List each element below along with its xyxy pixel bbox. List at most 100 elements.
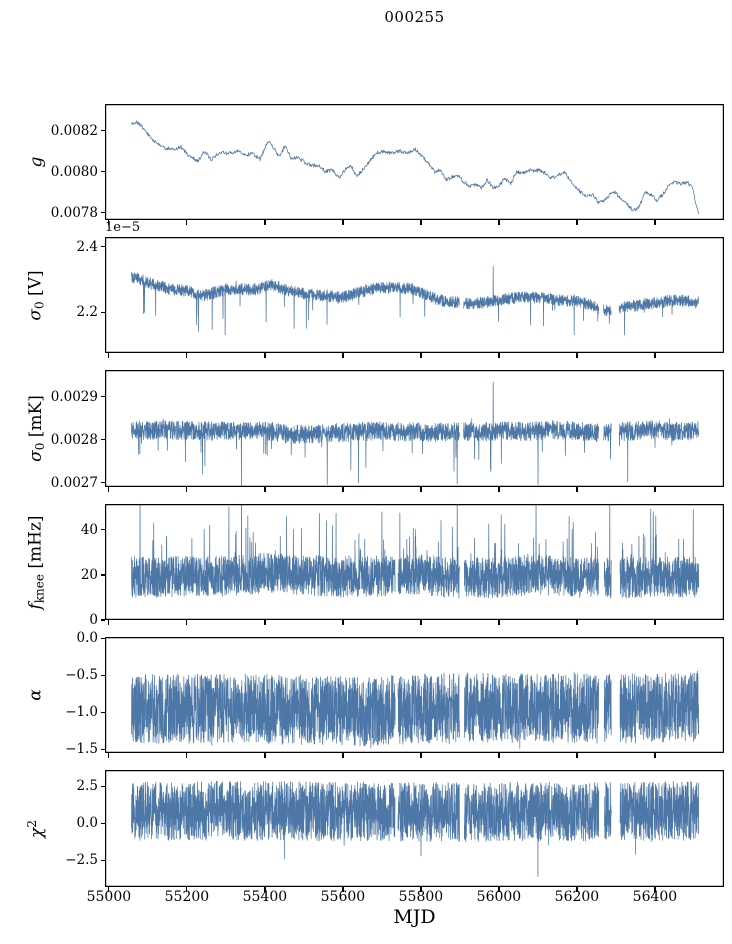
y-tick-label: 0.0028 [50,431,98,448]
x-tick-label: 55000 [86,889,132,905]
y-tick-mark [100,711,105,713]
series-canvas-alpha [105,637,724,753]
x-tick-mark [186,753,188,758]
y-tick-label: 0.0078 [50,204,98,221]
x-tick-mark [654,353,656,358]
x-tick-label: 55800 [398,889,444,905]
y-tick-mark [100,246,105,248]
x-tick-label: 56400 [632,889,678,905]
x-tick-label: 56000 [476,889,522,905]
figure-title: 000255 [384,8,445,26]
y-tick-mark [100,859,105,861]
y-tick-mark [100,311,105,313]
x-tick-mark [186,887,188,892]
x-tick-mark [576,753,578,758]
x-tick-mark [342,753,344,758]
x-tick-mark [498,887,500,892]
x-tick-mark [498,753,500,758]
y-tick-mark [100,822,105,824]
x-tick-mark [420,353,422,358]
y-tick-label: −0.5 [65,667,98,684]
y-tick-mark [100,212,105,214]
x-tick-mark [498,220,500,225]
x-tick-mark [342,220,344,225]
x-tick-mark [264,887,266,892]
x-tick-mark [420,220,422,225]
y-tick-label: 0 [89,612,98,628]
x-tick-label: 56200 [554,889,600,905]
y-tick-mark [100,439,105,441]
panel-sigma0-mk [105,370,724,487]
y-tick-mark [100,574,105,576]
x-tick-label: 55400 [242,889,288,905]
x-tick-mark [264,753,266,758]
x-tick-mark [654,620,656,625]
x-tick-mark [654,887,656,892]
x-tick-mark [420,887,422,892]
y-tick-mark [100,482,105,484]
y-tick-mark [100,171,105,173]
y-tick-mark [100,785,105,787]
x-axis-label: MJD [393,906,436,928]
x-tick-mark [264,220,266,225]
x-tick-mark [108,620,110,625]
x-tick-mark [420,487,422,492]
x-tick-mark [186,353,188,358]
y-tick-label: −2.5 [65,852,98,869]
x-tick-mark [108,887,110,892]
x-tick-mark [498,353,500,358]
x-tick-mark [108,353,110,358]
panel-g [105,104,724,220]
y-tick-label: 40 [80,521,98,538]
y-tick-label: 0.0 [76,815,98,832]
x-tick-mark [108,753,110,758]
x-tick-mark [342,487,344,492]
series-canvas-g [105,104,724,220]
series-canvas-sigma0-v [105,237,724,353]
y-axis-label-box-alpha: α [0,637,72,753]
panel-chi2 [105,770,724,887]
y-tick-mark [100,674,105,676]
x-tick-mark [186,487,188,492]
panel-fknee [105,504,724,620]
series-canvas-chi2 [105,770,724,887]
y-tick-label: 0.0 [76,630,98,647]
x-tick-mark [576,487,578,492]
x-tick-mark [576,620,578,625]
x-tick-mark [186,620,188,625]
series-canvas-sigma0-mk [105,370,724,487]
y-tick-label: 2.5 [76,778,98,795]
x-tick-mark [264,353,266,358]
x-tick-mark [498,487,500,492]
y-tick-label: 0.0082 [50,122,98,139]
x-tick-mark [342,887,344,892]
y-tick-mark [100,396,105,398]
panel-sigma0-v [105,237,724,353]
y-tick-label: −1.0 [65,704,98,721]
y-tick-label: 20 [80,566,98,583]
x-tick-mark [420,620,422,625]
x-tick-mark [576,887,578,892]
y-tick-label: 0.0080 [50,163,98,180]
x-tick-mark [654,753,656,758]
x-tick-mark [654,487,656,492]
y-axis-label-alpha: α [25,689,46,701]
x-tick-mark [108,487,110,492]
y-tick-mark [100,637,105,640]
x-tick-mark [186,220,188,225]
y-tick-mark [100,619,105,621]
y-tick-mark [100,529,105,531]
x-tick-mark [498,620,500,625]
x-tick-mark [108,220,110,225]
y-tick-mark [100,130,105,132]
y-tick-mark [100,748,105,750]
series-canvas-fknee [105,504,724,620]
y-tick-label: 2.2 [76,304,98,321]
y-tick-label: 0.0029 [50,388,98,405]
x-tick-mark [576,220,578,225]
x-tick-mark [342,353,344,358]
panel-alpha [105,637,724,753]
x-tick-mark [654,220,656,225]
y-tick-label: 2.4 [76,238,98,255]
